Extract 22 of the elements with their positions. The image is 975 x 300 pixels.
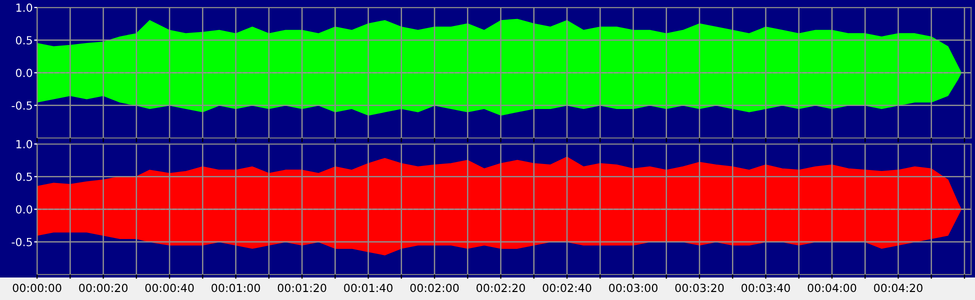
x-tick-label: 00:03:40: [742, 284, 790, 292]
y-tick-label: 0.0: [16, 205, 32, 214]
x-tick-label: 00:00:00: [12, 284, 62, 292]
y-tick-label: 1.0: [16, 3, 32, 12]
y-tick-label: 0.0: [16, 68, 32, 78]
x-tick-label: 00:01:20: [278, 284, 326, 292]
y-tick-label: 1.0: [16, 140, 32, 148]
y-tick-label: 0.5: [16, 36, 32, 45]
x-tick-label: 00:02:00: [410, 284, 459, 292]
x-tick-label: 00:04:20: [874, 284, 922, 292]
x-tick-label: 00:01:00: [212, 284, 260, 292]
x-tick-label: 00:00:40: [145, 284, 194, 292]
y-tick-label: 0.5: [16, 172, 32, 182]
x-tick-label: 00:03:20: [675, 284, 724, 292]
x-tick-label: 00:01:40: [344, 284, 392, 292]
x-tick-label: 00:02:40: [542, 284, 592, 292]
x-tick-label: 00:00:20: [79, 284, 128, 292]
x-tick-label: 00:04:00: [808, 284, 856, 292]
x-tick-label: 00:02:20: [476, 284, 525, 292]
y-tick-label: -0.5: [12, 101, 32, 110]
x-tick-label: 00:03:00: [609, 284, 658, 292]
y-tick-label: -0.5: [12, 238, 32, 246]
